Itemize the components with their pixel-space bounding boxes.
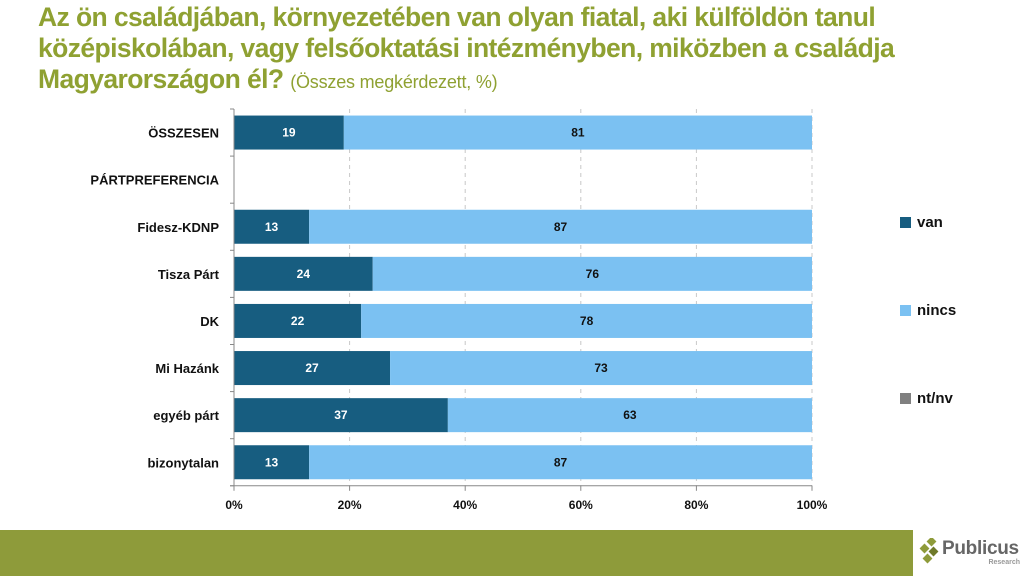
chart-title: Az ön családjában, környezetében van oly…: [38, 2, 1018, 98]
data-label: 63: [623, 408, 637, 422]
bar-nincs: [390, 351, 812, 386]
data-label: 73: [594, 361, 608, 375]
data-label: 13: [265, 220, 279, 234]
bar-nincs: [447, 398, 812, 433]
category-label: Mi Hazánk: [155, 361, 219, 376]
bar-van: [234, 398, 448, 433]
bar-van: [234, 115, 344, 150]
chart-title-main: Az ön családjában, környezetében van oly…: [38, 2, 895, 94]
bar-nincs: [309, 445, 812, 480]
x-tick-label: 20%: [338, 498, 362, 512]
bars: [234, 115, 812, 480]
bar-van: [234, 256, 373, 291]
logo-subtext: Research: [988, 559, 1020, 566]
legend-swatch: [900, 305, 911, 316]
data-label: 22: [291, 314, 305, 328]
legend-label: nincs: [917, 302, 957, 319]
legend-item: nincs: [900, 302, 956, 319]
x-tick-label: 0%: [225, 498, 243, 512]
x-tick-label: 100%: [797, 498, 828, 512]
data-label: 19: [282, 126, 296, 140]
category-label: Fidesz-KDNP: [137, 220, 219, 235]
data-label: 76: [586, 267, 600, 281]
bar-van: [234, 445, 310, 480]
bar-van: [234, 351, 391, 386]
bar-nincs: [309, 209, 812, 244]
category-label: Tisza Párt: [158, 267, 220, 282]
category-label: PÁRTPREFERENCIA: [90, 173, 219, 188]
category-label: egyéb párt: [153, 408, 219, 423]
x-tick-label: 60%: [569, 498, 593, 512]
axes: [230, 108, 813, 491]
data-label: 27: [305, 361, 319, 375]
category-label: bizonytalan: [147, 455, 219, 470]
legend-item: nt/nv: [900, 390, 953, 407]
chart-subtitle: (Összes megkérdezett, %): [290, 72, 498, 92]
data-label: 87: [554, 455, 568, 469]
data-label: 81: [571, 126, 585, 140]
category-label: DK: [200, 314, 219, 329]
data-label: 24: [297, 267, 311, 281]
bar-nincs: [343, 115, 812, 150]
bar-nincs: [372, 256, 812, 291]
category-label: ÖSSZESEN: [148, 126, 219, 141]
bar-nincs: [361, 303, 812, 338]
legend-label: van: [917, 214, 943, 231]
legend-label: nt/nv: [917, 390, 953, 407]
data-label: 78: [580, 314, 594, 328]
legend-swatch: [900, 393, 911, 404]
data-label: 87: [554, 220, 568, 234]
footer-bar: [0, 530, 913, 576]
logo-text: Publicus: [942, 538, 1019, 559]
legend-item: van: [900, 214, 943, 231]
bar-van: [234, 209, 310, 244]
publicus-logo: Publicus Research: [916, 530, 1024, 576]
x-tick-label: 40%: [453, 498, 477, 512]
x-tick-label: 80%: [684, 498, 708, 512]
data-label: 13: [265, 455, 279, 469]
bar-van: [234, 303, 362, 338]
legend-swatch: [900, 217, 911, 228]
publicus-logo-icon: [919, 538, 939, 564]
data-label: 37: [334, 408, 348, 422]
labels: 0% 20% 40% 60% 80% 100% ÖSSZESEN 19 81 PÁRTPREFER…: [90, 126, 827, 512]
